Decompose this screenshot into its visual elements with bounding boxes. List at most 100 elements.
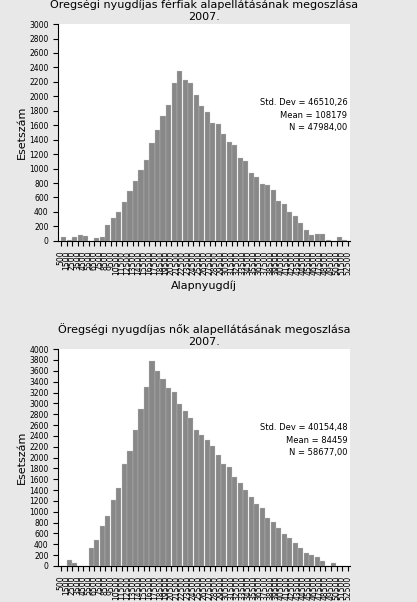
Bar [78, 235, 83, 241]
Bar [216, 123, 221, 241]
Bar [287, 538, 292, 566]
Text: Std. Dev = 40154,48
Mean = 84459
N = 58677,00: Std. Dev = 40154,48 Mean = 84459 N = 586… [260, 423, 347, 457]
Bar [138, 409, 143, 566]
Bar [133, 430, 138, 566]
Bar [320, 562, 325, 566]
Bar [309, 555, 314, 566]
Bar [304, 553, 309, 566]
Bar [315, 234, 320, 241]
Bar [226, 467, 232, 566]
Bar [83, 236, 88, 241]
Y-axis label: Esetszám: Esetszám [16, 431, 26, 484]
Bar [216, 455, 221, 566]
Bar [100, 237, 105, 241]
Bar [171, 83, 176, 241]
Bar [293, 542, 298, 566]
Bar [271, 522, 276, 566]
Bar [276, 528, 281, 566]
Bar [210, 123, 215, 241]
Bar [210, 446, 215, 566]
Bar [287, 212, 292, 241]
Bar [161, 116, 166, 241]
Bar [100, 526, 105, 566]
Bar [67, 560, 72, 566]
Bar [67, 240, 72, 241]
Bar [281, 204, 287, 241]
Bar [183, 80, 188, 241]
Bar [177, 405, 182, 566]
Bar [205, 111, 210, 241]
Bar [243, 161, 248, 241]
Bar [155, 371, 160, 566]
Title: Öregségi nyugdíjas férfiak alapellátásának megoszlása
2007.: Öregségi nyugdíjas férfiak alapellátásán… [50, 0, 358, 22]
Bar [276, 201, 281, 241]
Bar [226, 142, 232, 241]
Bar [138, 170, 143, 241]
Bar [106, 516, 111, 566]
Bar [260, 508, 265, 566]
Bar [221, 464, 226, 566]
Bar [281, 535, 287, 566]
Bar [128, 452, 133, 566]
Bar [205, 440, 210, 566]
Bar [238, 483, 243, 566]
Bar [331, 563, 336, 566]
Bar [122, 464, 127, 566]
Bar [149, 361, 155, 566]
Bar [155, 130, 160, 241]
Bar [122, 202, 127, 241]
Bar [293, 216, 298, 241]
Bar [337, 237, 342, 241]
Bar [309, 235, 314, 241]
Bar [144, 160, 149, 241]
Bar [171, 392, 176, 566]
Bar [298, 548, 303, 566]
Bar [320, 234, 325, 241]
Bar [111, 219, 116, 241]
Bar [243, 489, 248, 566]
Bar [193, 95, 198, 241]
Bar [298, 223, 303, 241]
Bar [304, 231, 309, 241]
Bar [111, 500, 116, 566]
Bar [73, 563, 78, 566]
Bar [221, 134, 226, 241]
Bar [254, 176, 259, 241]
Bar [61, 237, 66, 241]
Bar [177, 70, 182, 241]
Bar [128, 191, 133, 241]
Bar [315, 557, 320, 566]
Bar [271, 190, 276, 241]
Bar [199, 106, 204, 241]
Bar [249, 173, 254, 241]
Bar [161, 379, 166, 566]
Bar [232, 146, 237, 241]
Bar [188, 83, 193, 241]
Bar [254, 504, 259, 566]
Y-axis label: Esetszám: Esetszám [16, 106, 26, 159]
Bar [166, 388, 171, 566]
Bar [94, 238, 100, 241]
Title: Öregségi nyugdíjas nők alapellátásának megoszlása
2007.: Öregségi nyugdíjas nők alapellátásának m… [58, 323, 351, 347]
Bar [183, 411, 188, 566]
Bar [89, 548, 94, 566]
Bar [265, 518, 270, 566]
Bar [193, 430, 198, 566]
Bar [238, 158, 243, 241]
Bar [144, 388, 149, 566]
Bar [260, 184, 265, 241]
Bar [199, 435, 204, 566]
Bar [166, 105, 171, 241]
Text: Std. Dev = 46510,26
Mean = 108179
N = 47984,00: Std. Dev = 46510,26 Mean = 108179 N = 47… [260, 98, 347, 132]
Bar [149, 143, 155, 241]
Bar [94, 539, 100, 566]
Bar [73, 237, 78, 241]
Bar [106, 225, 111, 241]
X-axis label: Alapnyugdíj: Alapnyugdíj [171, 281, 237, 291]
Bar [133, 181, 138, 241]
Bar [116, 488, 121, 566]
Bar [188, 418, 193, 566]
Bar [249, 497, 254, 566]
Bar [232, 477, 237, 566]
Bar [265, 185, 270, 241]
